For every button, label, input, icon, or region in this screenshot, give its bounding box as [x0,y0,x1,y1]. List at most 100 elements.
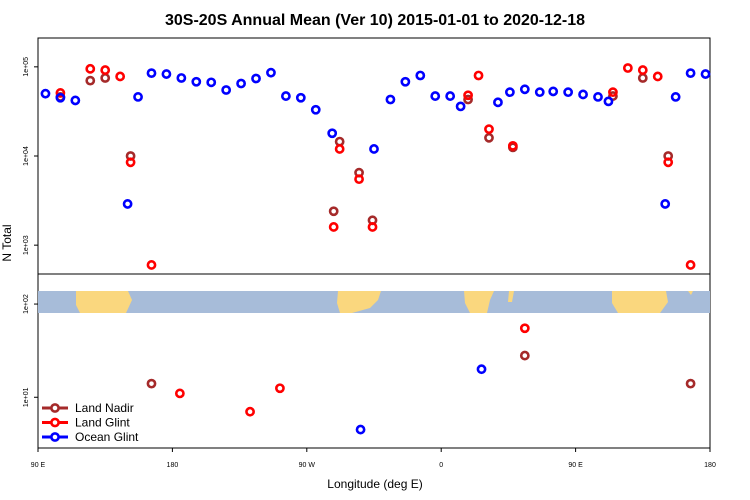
point-land-glint [608,87,618,98]
point-land-glint [55,88,66,98]
map-land [612,291,668,313]
point-ocean-glint [519,84,530,95]
point-ocean-glint [445,91,456,101]
x-axis: 90 E 180 90 W 0 90 E 180 [31,448,716,469]
point-ocean-glint [700,69,711,79]
point-land-glint [484,124,494,135]
point-land-nadir [328,206,339,217]
point-ocean-glint [191,76,202,87]
point-land-glint [115,71,126,82]
point-ocean-glint [310,104,321,115]
point-ocean-glint [603,96,614,107]
point-ocean-glint [578,89,588,100]
point-ocean-glint [280,91,291,101]
point-ocean-glint [355,424,366,435]
point-land-glint [652,71,663,82]
y-axis: 1e+03 1e+04 1e+05 1e+01 1e+02 [23,57,38,407]
point-land-nadir [100,73,111,83]
point-ocean-glint [55,92,66,103]
x-tick-label: 90 E [31,462,46,469]
point-ocean-glint [161,69,172,79]
point-ocean-glint [295,92,306,103]
point-land-nadir [519,350,530,361]
point-land-glint [245,406,255,417]
x-tick-label: 90 W [299,462,316,469]
x-axis-label: Longitude (deg E) [327,477,422,491]
point-land-nadir [685,378,696,389]
point-land-glint [100,65,111,75]
point-land-glint [125,157,136,168]
point-land-glint [622,63,633,73]
y-tick-label: 1e+02 [23,294,30,314]
point-ocean-glint [455,101,466,112]
point-ocean-glint [133,92,143,102]
legend-marker [50,432,60,442]
x-tick-label: 180 [704,462,716,469]
y-tick-label: 1e+01 [23,387,30,407]
point-land-glint [637,65,648,75]
point-land-nadir [463,94,473,105]
point-ocean-glint [251,73,261,84]
point-ocean-glint [685,68,696,79]
plot-frame [37,37,711,449]
point-land-nadir [146,378,157,389]
map-land [508,291,514,302]
point-ocean-glint [563,87,574,98]
y-tick-label: 1e+04 [23,146,30,166]
point-ocean-glint [70,95,81,106]
point-land-glint [519,323,530,334]
point-land-glint [663,157,674,168]
point-ocean-glint [670,92,681,102]
point-ocean-glint [400,76,411,87]
y-axis-label: N Total [0,224,14,261]
point-ocean-glint [369,144,379,154]
data-points [40,63,711,435]
point-land-glint [507,140,518,151]
point-ocean-glint [534,87,545,98]
point-ocean-glint [593,92,603,102]
point-ocean-glint [236,78,246,89]
point-land-glint [328,222,339,232]
point-land-nadir [484,132,494,143]
point-ocean-glint [327,128,338,139]
point-ocean-glint [660,199,671,209]
point-land-glint [685,260,696,270]
x-tick-label: 90 E [568,462,583,469]
x-tick-label: 180 [167,462,179,469]
y-tick-label: 1e+05 [23,57,30,77]
point-ocean-glint [548,86,559,97]
map-land [464,291,494,313]
legend-marker [50,403,60,413]
map-land [76,291,132,313]
legend-label: Land Nadir [75,401,134,415]
point-ocean-glint [266,67,276,78]
point-land-glint [463,90,473,101]
point-ocean-glint [504,87,515,98]
point-ocean-glint [385,94,396,105]
point-land-glint [85,63,96,74]
point-ocean-glint [476,364,487,375]
point-ocean-glint [415,70,426,81]
map-strip [38,291,710,313]
point-ocean-glint [493,97,503,108]
point-ocean-glint [146,68,157,79]
legend-label: Land Glint [75,416,130,430]
point-land-glint [275,383,285,394]
map-land [688,291,693,295]
point-land-glint [367,222,378,232]
y-tick-label: 1e+03 [23,235,30,255]
point-ocean-glint [176,73,187,83]
point-land-glint [354,174,364,185]
point-land-nadir [637,73,648,83]
legend-marker [50,417,60,428]
point-land-glint [473,70,484,81]
point-ocean-glint [122,199,133,209]
point-ocean-glint [40,88,51,99]
map-land [337,291,381,313]
point-land-nadir [85,75,96,86]
point-ocean-glint [430,91,441,101]
point-land-glint [334,144,345,154]
point-ocean-glint [206,77,217,88]
